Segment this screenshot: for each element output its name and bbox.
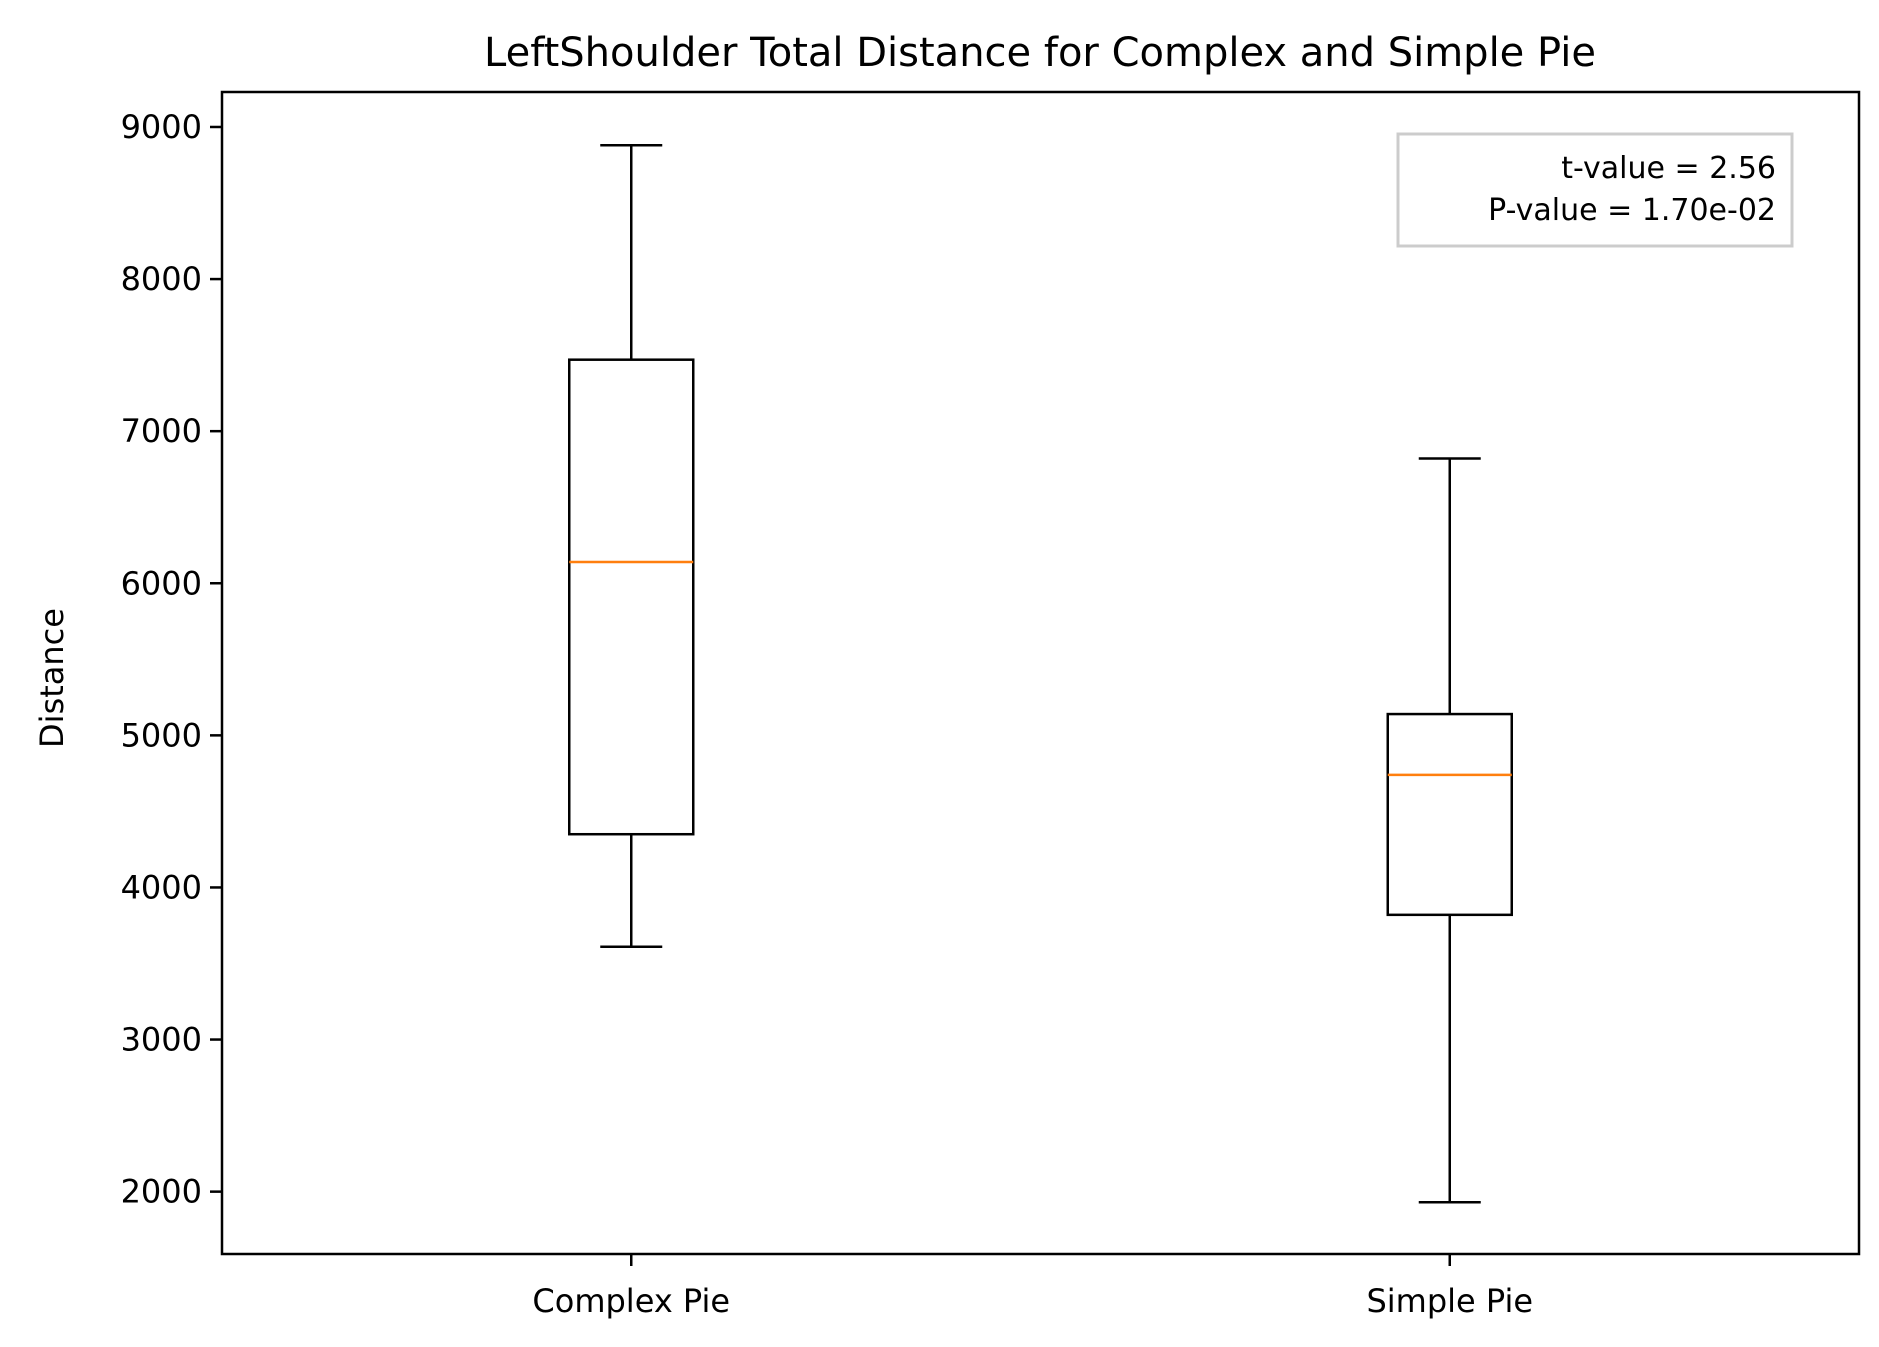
plot-area: 2000 3000 4000 5000 6000 7000 8000 9000 Complex … xyxy=(121,90,1861,1320)
y-axis-label: Distance xyxy=(33,608,71,748)
y-tick-label: 6000 xyxy=(121,564,202,602)
y-tick-label: 7000 xyxy=(121,412,202,450)
y-tick-label: 8000 xyxy=(121,260,202,298)
y-tick-label: 9000 xyxy=(121,108,202,146)
y-tick-label: 2000 xyxy=(121,1173,202,1211)
x-tick-label: Complex Pie xyxy=(532,1282,730,1320)
y-tick-label: 3000 xyxy=(121,1021,202,1059)
iqr-box xyxy=(568,358,695,836)
x-tick-label: Simple Pie xyxy=(1366,1282,1533,1320)
stats-annotation-frame xyxy=(1396,132,1794,248)
t-value-text: t-value = 2.56 xyxy=(1561,151,1776,186)
y-tick-label: 5000 xyxy=(121,716,202,754)
chart-title: LeftShoulder Total Distance for Complex … xyxy=(484,30,1596,76)
y-tick-label: 4000 xyxy=(121,868,202,906)
iqr-box xyxy=(1386,712,1513,917)
axes-frame xyxy=(220,90,1861,1256)
stats-annotation: t-value = 2.56 P-value = 1.70e-02 xyxy=(1396,132,1794,248)
p-value-text: P-value = 1.70e-02 xyxy=(1488,193,1776,228)
